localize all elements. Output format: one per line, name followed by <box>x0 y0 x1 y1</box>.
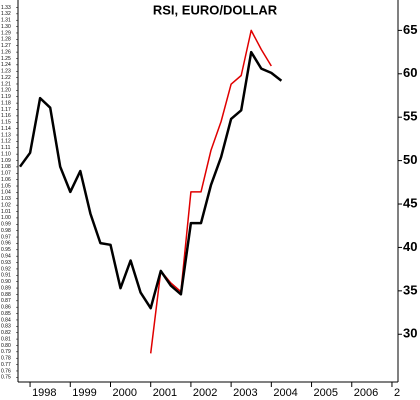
y2-tick-label: 0.88 <box>1 292 11 298</box>
y2-tick-label: 0.78 <box>1 356 11 362</box>
x-tick-label: 2000 <box>112 387 136 399</box>
y2-tick-label: 1.21 <box>1 81 11 87</box>
y2-tick-label: 0.97 <box>1 234 11 240</box>
y2-tick-label: 1.24 <box>1 62 11 68</box>
y2-tick-label: 1.20 <box>1 88 11 94</box>
x-tick-label: 1998 <box>32 387 56 399</box>
x-tick-label: 2001 <box>153 387 177 399</box>
y2-tick-label: 0.85 <box>1 311 11 317</box>
y2-tick-label: 1.29 <box>1 30 11 36</box>
x-tick-label: 1999 <box>72 387 96 399</box>
y2-tick-label: 1.28 <box>1 37 11 43</box>
y2-tick-label: 1.19 <box>1 94 11 100</box>
y-tick-label: 35 <box>403 282 417 297</box>
y-tick-label: 60 <box>403 65 417 80</box>
y2-tick-label: 1.30 <box>1 24 11 30</box>
y2-tick-label: 1.05 <box>1 183 11 189</box>
y2-tick-label: 1.15 <box>1 120 11 126</box>
y2-tick-label: 1.08 <box>1 164 11 170</box>
y2-tick-label: 1.16 <box>1 113 11 119</box>
y-tick-label: 65 <box>403 22 417 37</box>
y2-tick-label: 0.92 <box>1 266 11 272</box>
y2-tick-label: 1.14 <box>1 126 11 132</box>
y2-tick-label: 1.17 <box>1 107 11 113</box>
series-line <box>18 50 283 310</box>
y2-tick-label: 0.76 <box>1 368 11 374</box>
chart-title: RSI, EURO/DOLLAR <box>153 2 278 17</box>
y2-tick-label: 0.89 <box>1 285 11 291</box>
y2-tick-label: 0.99 <box>1 222 11 228</box>
y2-tick-label: 0.95 <box>1 247 11 253</box>
x-tick-label: 2004 <box>273 387 297 399</box>
y2-tick-label: 0.94 <box>1 254 11 260</box>
y-tick-label: 40 <box>403 239 417 254</box>
y2-tick-label: 1.00 <box>1 215 11 221</box>
y2-tick-label: 1.33 <box>1 5 11 11</box>
y2-tick-label: 0.84 <box>1 317 11 323</box>
y2-tick-label: 1.32 <box>1 11 11 17</box>
y2-tick-label: 1.27 <box>1 43 11 49</box>
y2-tick-label: 1.06 <box>1 177 11 183</box>
y2-tick-label: 1.09 <box>1 158 11 164</box>
y2-tick-label: 1.13 <box>1 132 11 138</box>
x-tick-label: 2005 <box>314 387 338 399</box>
y2-tick-label: 1.23 <box>1 69 11 75</box>
y-tick-label: 50 <box>403 152 417 167</box>
y2-tick-label: 0.80 <box>1 343 11 349</box>
y2-tick-label: 0.87 <box>1 298 11 304</box>
y2-tick-label: 1.31 <box>1 18 11 24</box>
y2-tick-label: 0.83 <box>1 324 11 330</box>
y-tick-label: 30 <box>403 326 417 341</box>
y2-tick-label: 1.25 <box>1 56 11 62</box>
series-line <box>149 29 272 354</box>
y2-tick-label: 1.18 <box>1 100 11 106</box>
y-tick-label: 55 <box>403 109 417 124</box>
y-tick-label: 45 <box>403 195 417 210</box>
y2-tick-label: 1.26 <box>1 49 11 55</box>
x-tick-label: 2006 <box>354 387 378 399</box>
y2-tick-label: 0.90 <box>1 279 11 285</box>
y2-tick-label: 1.04 <box>1 190 11 196</box>
x-tick-label: 2 <box>394 387 400 399</box>
y2-tick-label: 1.03 <box>1 196 11 202</box>
y2-tick-label: 1.01 <box>1 209 11 215</box>
y2-tick-label: 0.96 <box>1 241 11 247</box>
y2-tick-label: 1.11 <box>1 145 11 151</box>
y2-tick-label: 1.07 <box>1 171 11 177</box>
y2-tick-label: 1.22 <box>1 75 11 81</box>
y2-tick-label: 0.98 <box>1 228 11 234</box>
y2-tick-label: 0.77 <box>1 362 11 368</box>
y2-tick-label: 1.12 <box>1 139 11 145</box>
x-tick-label: 2003 <box>233 387 257 399</box>
y2-tick-label: 1.02 <box>1 202 11 208</box>
y2-tick-label: 0.82 <box>1 330 11 336</box>
y2-tick-label: 0.79 <box>1 349 11 355</box>
y2-tick-label: 0.93 <box>1 260 11 266</box>
y2-tick-label: 0.81 <box>1 336 11 342</box>
x-tick-label: 2002 <box>193 387 217 399</box>
y2-tick-label: 0.75 <box>1 375 11 381</box>
y2-tick-label: 0.86 <box>1 305 11 311</box>
y2-tick-label: 0.91 <box>1 273 11 279</box>
y2-tick-label: 1.10 <box>1 151 11 157</box>
